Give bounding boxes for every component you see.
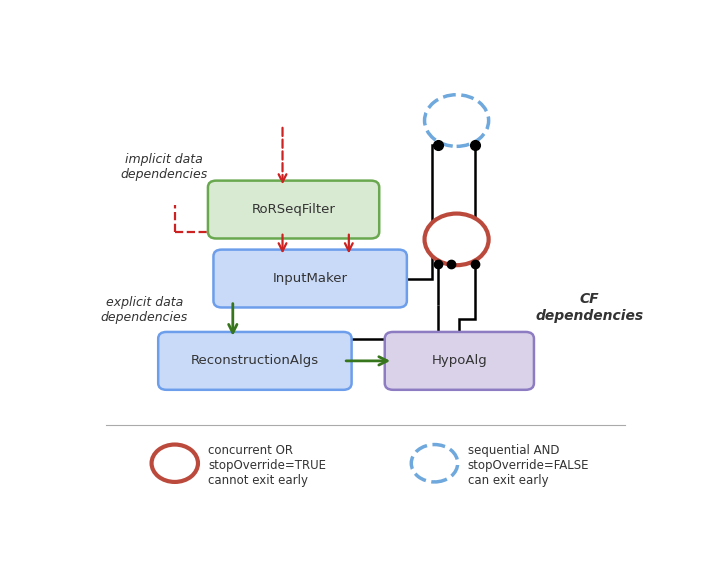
FancyBboxPatch shape: [208, 180, 379, 239]
Text: HypoAlg: HypoAlg: [431, 354, 487, 368]
Text: ReconstructionAlgs: ReconstructionAlgs: [191, 354, 319, 368]
Text: explicit data
dependencies: explicit data dependencies: [101, 296, 188, 324]
Text: CF
dependencies: CF dependencies: [535, 292, 643, 323]
Text: InputMaker: InputMaker: [272, 272, 348, 285]
Text: sequential AND
stopOverride=FALSE
can exit early: sequential AND stopOverride=FALSE can ex…: [468, 444, 589, 487]
FancyBboxPatch shape: [385, 332, 534, 390]
Text: concurrent OR
stopOverride=TRUE
cannot exit early: concurrent OR stopOverride=TRUE cannot e…: [208, 444, 326, 487]
FancyBboxPatch shape: [158, 332, 352, 390]
Circle shape: [152, 444, 198, 482]
Text: implicit data
dependencies: implicit data dependencies: [120, 153, 207, 181]
Text: RoRSeqFilter: RoRSeqFilter: [252, 203, 336, 216]
Circle shape: [424, 213, 488, 265]
Circle shape: [411, 444, 458, 482]
Circle shape: [424, 95, 488, 146]
FancyBboxPatch shape: [213, 250, 407, 307]
